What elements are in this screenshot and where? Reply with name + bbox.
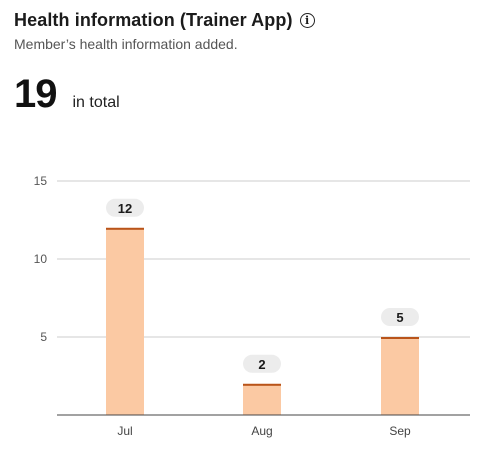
- data-label-background: [243, 354, 281, 373]
- y-tick-label: 5: [40, 330, 47, 344]
- page-title: Health information (Trainer App): [14, 10, 293, 30]
- title-row: Health information (Trainer App) i: [14, 10, 470, 31]
- total-label: in total: [72, 94, 120, 111]
- total-summary: 19 in total: [14, 72, 120, 117]
- header: Health information (Trainer App) i Membe…: [14, 10, 470, 52]
- total-count: 19: [14, 72, 57, 116]
- data-label: 12: [118, 201, 132, 216]
- page-subtitle: Member’s health information added.: [14, 36, 238, 52]
- data-label-background: [106, 198, 144, 217]
- x-tick-label: Jul: [117, 424, 132, 438]
- info-icon[interactable]: i: [299, 13, 315, 28]
- x-tick-label: Sep: [389, 424, 411, 438]
- bar-top-edge: [106, 227, 144, 230]
- y-tick-label: 15: [34, 174, 48, 188]
- bar-top-edge: [243, 383, 281, 386]
- data-label: 2: [258, 357, 265, 372]
- x-tick-label: Aug: [251, 424, 272, 438]
- bar: [381, 337, 419, 415]
- data-label: 5: [396, 310, 403, 325]
- y-tick-label: 10: [34, 252, 48, 266]
- bar-top-edge: [381, 337, 419, 339]
- data-label-background: [381, 308, 419, 326]
- bar: [243, 383, 281, 415]
- bar: [106, 227, 144, 415]
